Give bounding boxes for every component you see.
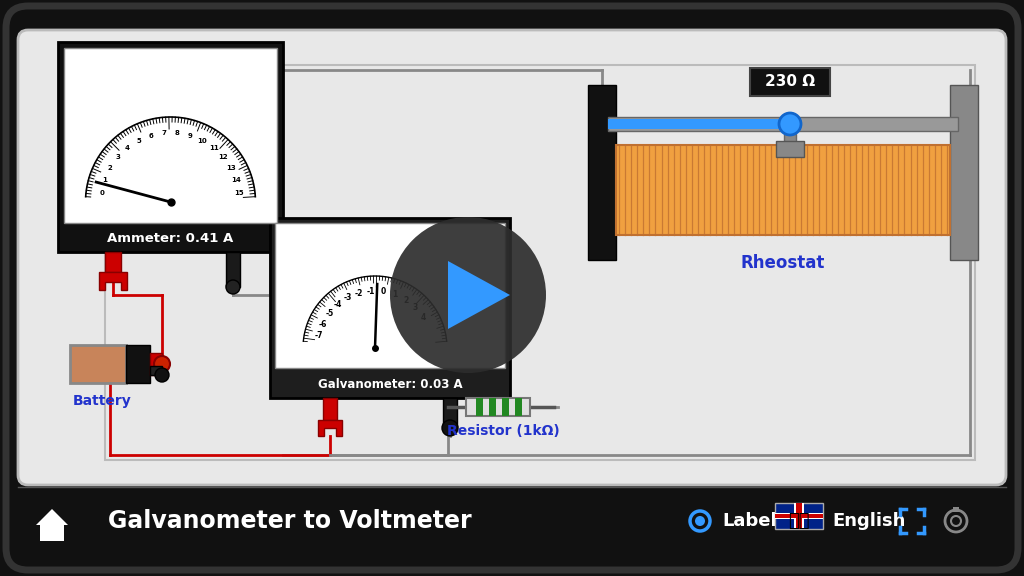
Text: Rheostat: Rheostat: [740, 254, 825, 272]
FancyBboxPatch shape: [6, 6, 1018, 570]
Polygon shape: [318, 420, 342, 436]
Bar: [775, 503, 823, 529]
Text: 3: 3: [413, 304, 418, 312]
Text: -5: -5: [326, 309, 334, 318]
FancyBboxPatch shape: [750, 68, 830, 96]
Text: 3: 3: [116, 154, 121, 160]
Text: 5: 5: [136, 138, 141, 144]
Bar: [784, 134, 796, 143]
Bar: [18, 487, 1006, 555]
Text: 0: 0: [99, 190, 104, 196]
Text: Ammeter: 0.41 A: Ammeter: 0.41 A: [108, 232, 233, 244]
Text: -6: -6: [319, 320, 328, 328]
Text: Galvanometer: 0.03 A: Galvanometer: 0.03 A: [317, 377, 462, 391]
Text: Resistor (1kΩ): Resistor (1kΩ): [446, 424, 559, 438]
Text: 13: 13: [226, 165, 236, 171]
Bar: [794, 503, 804, 529]
Bar: [150, 366, 162, 375]
Bar: [588, 85, 616, 260]
Polygon shape: [36, 509, 68, 525]
Bar: [275, 223, 505, 368]
Bar: [443, 398, 457, 428]
Bar: [323, 398, 337, 420]
Bar: [126, 345, 150, 383]
Text: 2: 2: [403, 295, 409, 305]
Bar: [502, 398, 509, 416]
Polygon shape: [85, 117, 256, 202]
Bar: [476, 398, 483, 416]
Bar: [70, 345, 126, 383]
Text: 11: 11: [209, 145, 218, 151]
Circle shape: [779, 113, 801, 135]
Bar: [150, 353, 162, 375]
Bar: [608, 119, 790, 129]
Circle shape: [154, 356, 170, 372]
Text: -7: -7: [315, 331, 324, 340]
Bar: [953, 507, 959, 512]
Bar: [40, 523, 63, 541]
Text: English: English: [831, 512, 905, 530]
Bar: [608, 117, 958, 131]
Text: 0: 0: [381, 287, 386, 296]
Text: 1: 1: [392, 290, 398, 299]
Bar: [466, 398, 530, 416]
Bar: [226, 252, 240, 287]
Bar: [775, 514, 823, 518]
Bar: [796, 503, 802, 529]
Text: 230 Ω: 230 Ω: [765, 74, 815, 89]
Bar: [950, 85, 978, 260]
FancyBboxPatch shape: [18, 30, 1006, 485]
Bar: [58, 42, 283, 252]
Text: 14: 14: [231, 177, 241, 183]
Bar: [489, 398, 496, 416]
Text: 10: 10: [198, 138, 207, 144]
Circle shape: [155, 368, 169, 382]
Circle shape: [226, 280, 240, 294]
Bar: [775, 513, 823, 519]
Bar: [63, 48, 278, 223]
Polygon shape: [303, 276, 447, 348]
Bar: [616, 145, 950, 235]
Text: 🇬🇧: 🇬🇧: [788, 512, 810, 530]
Text: 15: 15: [234, 190, 244, 196]
Text: -3: -3: [344, 293, 352, 302]
Polygon shape: [99, 272, 127, 290]
Bar: [270, 218, 510, 398]
Bar: [515, 398, 522, 416]
Bar: [105, 252, 121, 272]
Text: 12: 12: [218, 154, 228, 160]
Circle shape: [442, 420, 458, 436]
Text: -4: -4: [334, 300, 342, 309]
Text: -2: -2: [355, 289, 364, 298]
Text: Battery: Battery: [73, 394, 131, 408]
Text: 6: 6: [148, 133, 154, 139]
Circle shape: [695, 516, 705, 526]
Text: 4: 4: [421, 313, 426, 322]
Text: 7: 7: [162, 130, 166, 137]
Text: 8: 8: [175, 130, 179, 137]
Text: Label: Label: [722, 512, 776, 530]
Polygon shape: [449, 261, 510, 329]
Circle shape: [390, 217, 546, 373]
Text: 9: 9: [187, 133, 193, 139]
Text: 4: 4: [125, 145, 130, 151]
Text: 1: 1: [102, 177, 108, 183]
Text: -1: -1: [367, 287, 376, 295]
Text: 2: 2: [108, 165, 113, 171]
Bar: [776, 141, 804, 157]
Bar: [105, 65, 975, 460]
Text: Galvanometer to Voltmeter: Galvanometer to Voltmeter: [109, 509, 472, 533]
